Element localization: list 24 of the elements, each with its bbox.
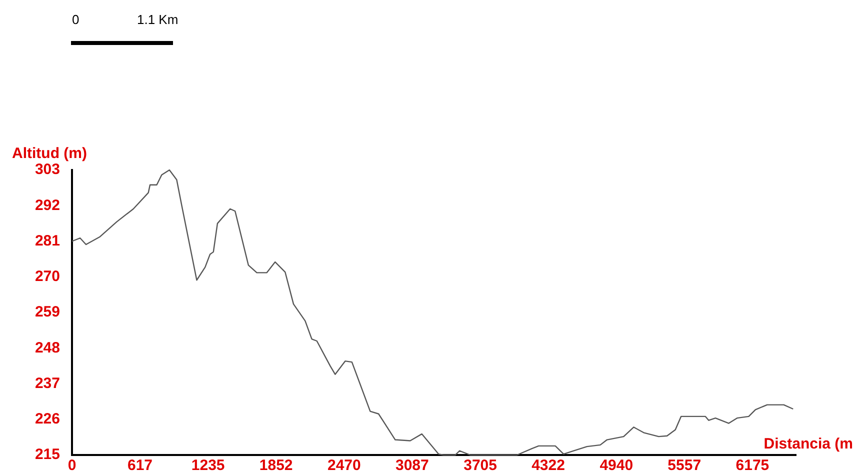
y-tick-label: 237 bbox=[34, 374, 60, 392]
y-tick-label: 215 bbox=[34, 446, 60, 464]
x-tick-label: 1235 bbox=[191, 457, 225, 474]
x-tick-label: 3087 bbox=[395, 457, 429, 474]
y-tick-label: 281 bbox=[34, 232, 60, 250]
x-tick-label: 5557 bbox=[668, 457, 702, 474]
y-axis-title: Altitud (m) bbox=[12, 145, 87, 162]
text: 1.1 Km bbox=[137, 12, 178, 27]
y-tick-label: 270 bbox=[34, 268, 60, 286]
x-tick-label: 4940 bbox=[600, 457, 634, 474]
y-tick-label: 292 bbox=[34, 196, 60, 214]
y-tick-label: 259 bbox=[34, 304, 60, 321]
x-tick-label: 3705 bbox=[464, 457, 497, 474]
x-axis-title: Distancia (m bbox=[764, 436, 853, 453]
x-tick-label: 2470 bbox=[328, 457, 361, 474]
y-tick-label: 226 bbox=[34, 410, 60, 428]
x-tick-label: 617 bbox=[127, 457, 153, 474]
x-tick-label: 6175 bbox=[736, 457, 770, 474]
text: 0 bbox=[72, 12, 80, 27]
x-tick-label: 4322 bbox=[532, 457, 565, 474]
x-tick-label: 0 bbox=[68, 457, 76, 474]
x-tick-label: 1852 bbox=[259, 457, 293, 474]
y-tick-label: 303 bbox=[34, 161, 60, 178]
y-tick-label: 248 bbox=[34, 339, 60, 356]
